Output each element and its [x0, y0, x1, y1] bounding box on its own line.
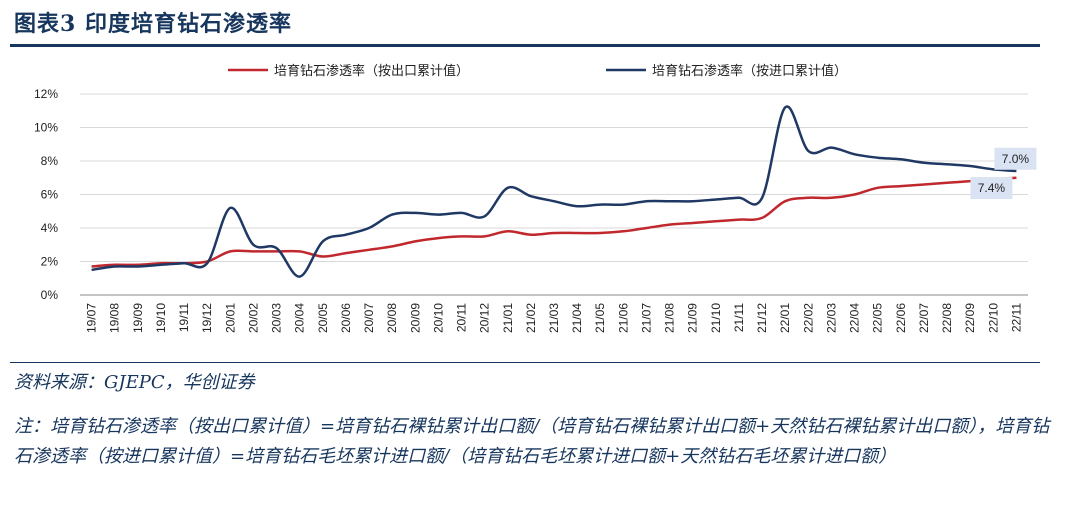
x-tick-label: 21/09	[686, 303, 700, 333]
x-tick-label: 22/10	[986, 303, 1000, 333]
data-label-box	[994, 147, 1037, 170]
x-tick-label: 21/05	[593, 303, 607, 333]
legend-label-import: 培育钻石渗透率（按进口累计值）	[652, 63, 847, 78]
x-tick-label: 20/04	[293, 303, 307, 333]
x-tick-label: 21/12	[755, 303, 769, 333]
x-tick-label: 19/10	[154, 303, 168, 333]
data-label-box	[970, 177, 1013, 200]
y-tick-label: 8%	[41, 154, 59, 168]
x-tick-label: 20/08	[385, 303, 399, 333]
x-tick-label: 22/05	[871, 303, 885, 333]
x-tick-label: 22/02	[801, 303, 815, 333]
x-tick-label: 21/08	[663, 303, 677, 333]
data-label: 7.4%	[970, 177, 1013, 200]
series-lines	[91, 105, 1017, 278]
x-tick-label: 20/09	[408, 303, 422, 333]
x-tick-label: 20/06	[339, 303, 353, 333]
y-axis-ticks: 0% 2% 4% 6% 8% 10% 12%	[34, 87, 58, 302]
x-tick-label: 20/07	[362, 303, 376, 333]
x-tick-label: 22/06	[894, 303, 908, 333]
y-tick-label: 6%	[41, 188, 59, 202]
data-label-group: 7.0% 7.4%	[970, 147, 1037, 200]
legend-label-export: 培育钻石渗透率（按出口累计值）	[274, 63, 469, 78]
x-tick-label: 21/01	[501, 303, 515, 333]
x-tick-label: 20/11	[455, 303, 469, 332]
x-axis-ticks: 19/07 19/08 19/09 19/10 19/11 19/12 20/01 20/02…	[85, 303, 1024, 333]
x-tick-label: 22/03	[824, 303, 838, 333]
x-tick-label: 20/12	[478, 303, 492, 333]
y-tick-label: 2%	[41, 255, 59, 269]
series-line-import	[91, 105, 1017, 278]
x-tick-label: 20/10	[431, 303, 445, 333]
x-tick-label: 21/10	[709, 303, 723, 333]
x-tick-label: 19/11	[177, 303, 191, 332]
chart-container: 培育钻石渗透率（按出口累计值） 培育钻石渗透率（按进口累计值） 0% 2% 4% 6%…	[0, 50, 1080, 360]
x-tick-label: 19/12	[200, 303, 214, 333]
x-tick-label: 21/03	[547, 303, 561, 333]
source-rule	[10, 362, 1040, 363]
y-tick-label: 10%	[34, 121, 58, 135]
gridlines	[80, 93, 1028, 296]
x-tick-label: 20/05	[316, 303, 330, 333]
x-tick-label: 22/07	[917, 303, 931, 333]
figure-title: 图表3 印度培育钻石渗透率	[14, 11, 292, 37]
x-tick-label: 21/02	[524, 303, 538, 333]
x-tick-label: 22/09	[963, 303, 977, 333]
x-tick-label: 21/11	[732, 303, 746, 332]
x-tick-label: 22/08	[940, 303, 954, 333]
data-label-text: 7.4%	[978, 181, 1006, 195]
series-line-export	[91, 176, 1017, 268]
x-tick-label: 20/01	[223, 303, 237, 333]
y-tick-label: 12%	[34, 87, 58, 101]
data-label: 7.0%	[994, 147, 1037, 170]
y-tick-label: 4%	[41, 221, 59, 235]
legend: 培育钻石渗透率（按出口累计值） 培育钻石渗透率（按进口累计值）	[228, 63, 847, 78]
x-tick-label: 20/02	[246, 303, 260, 333]
y-tick-label: 0%	[41, 288, 59, 302]
x-tick-label: 21/04	[570, 303, 584, 333]
x-tick-label: 22/04	[848, 303, 862, 333]
x-tick-label: 22/01	[778, 303, 792, 333]
line-chart: 培育钻石渗透率（按出口累计值） 培育钻石渗透率（按进口累计值） 0% 2% 4% 6%…	[34, 63, 1037, 333]
x-tick-label: 21/06	[616, 303, 630, 333]
source-text: 资料来源：GJEPC，华创证券	[14, 372, 255, 393]
x-tick-label: 21/07	[639, 303, 653, 333]
x-tick-label: 19/07	[85, 303, 99, 333]
x-tick-label: 22/11	[1009, 303, 1023, 332]
x-tick-label: 19/09	[131, 303, 145, 333]
title-rule	[10, 44, 1040, 47]
footnote-text: 注：培育钻石渗透率（按出口累计值）=培育钻石裸钻累计出口额/（培育钻石裸钻累计出…	[14, 416, 1050, 467]
x-tick-label: 20/03	[270, 303, 284, 333]
data-label-text: 7.0%	[1002, 152, 1030, 166]
x-tick-label: 19/08	[108, 303, 122, 333]
